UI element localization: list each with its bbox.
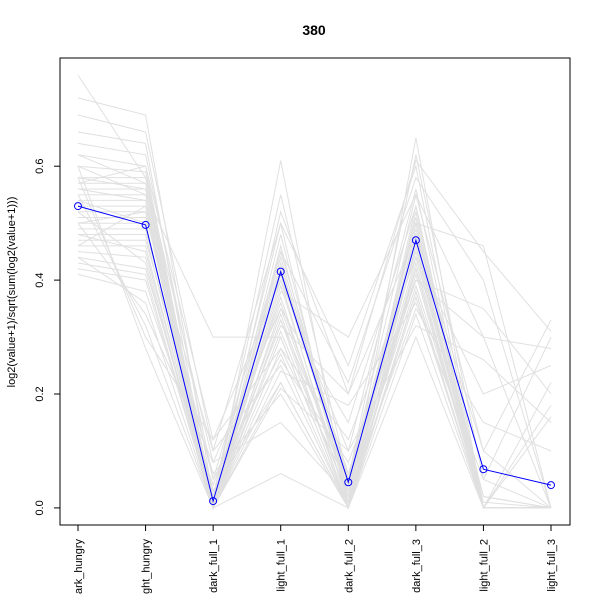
y-tick-label: 0.0 — [34, 500, 46, 515]
background-line — [77, 131, 552, 509]
highlight-series — [74, 202, 555, 506]
background-line — [77, 222, 552, 498]
background-lines — [77, 74, 552, 510]
x-axis: ark_hungry ght_hungry dark_full_1 light_ful… — [73, 524, 558, 595]
x-tick-label: light_full_2 — [478, 539, 490, 592]
y-axis: 0.0 0.2 0.4 0.6 — [34, 159, 61, 516]
x-tick-label: light_full_1 — [276, 539, 288, 592]
background-line — [77, 165, 552, 510]
highlight-line — [77, 205, 552, 504]
data-point — [74, 202, 82, 211]
data-point — [276, 267, 285, 276]
y-axis-label: log2(value+1)/sqrt(sum(log2(value+1))) — [6, 197, 18, 388]
data-point — [344, 478, 353, 487]
background-line — [77, 154, 552, 510]
y-tick-label: 0.4 — [34, 272, 46, 287]
x-tick-label: dark_full_2 — [343, 539, 355, 593]
background-line — [77, 205, 551, 510]
background-line — [78, 239, 551, 510]
x-tick-label: dark_full_3 — [411, 539, 423, 593]
y-tick-label: 0.2 — [34, 386, 46, 401]
background-line — [77, 165, 552, 509]
background-line — [77, 74, 551, 509]
background-line — [77, 142, 552, 509]
data-point — [479, 465, 488, 474]
data-point — [547, 481, 555, 490]
x-tick-label: light_full_3 — [546, 539, 558, 592]
background-line — [77, 228, 552, 510]
data-point — [141, 220, 150, 229]
background-line — [77, 114, 551, 509]
background-line — [77, 154, 551, 510]
chart-title: 380 — [302, 22, 326, 38]
x-tick-label: dark_full_1 — [208, 539, 220, 593]
background-line — [77, 205, 551, 510]
plot-frame — [59, 57, 571, 526]
y-tick-label: 0.6 — [34, 159, 46, 174]
background-line — [77, 177, 552, 509]
x-tick-label: ght_hungry — [141, 539, 153, 595]
background-line — [77, 97, 552, 509]
x-tick-label: ark_hungry — [73, 539, 85, 595]
data-point — [411, 236, 420, 245]
data-point — [209, 497, 218, 506]
background-line — [77, 165, 551, 510]
